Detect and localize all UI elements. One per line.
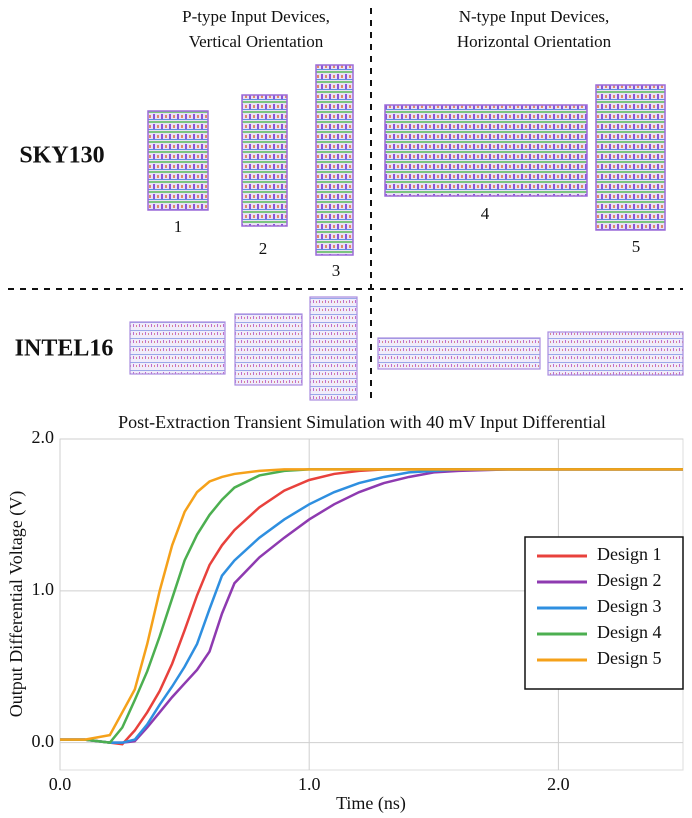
x-axis-label: Time (ns) — [336, 793, 406, 814]
column-header: Vertical Orientation — [189, 32, 324, 51]
x-tick-label: 2.0 — [547, 774, 570, 794]
layout-thumbnail — [548, 332, 683, 375]
column-header: P-type Input Devices, — [182, 7, 330, 26]
y-axis-label: Output Differential Voltage (V) — [6, 491, 27, 717]
legend-label: Design 3 — [597, 596, 662, 616]
design-number: 2 — [259, 239, 268, 258]
layout-panel: P-type Input Devices, Vertical Orientati… — [8, 7, 683, 400]
legend-label: Design 2 — [597, 570, 662, 590]
legend-label: Design 1 — [597, 544, 662, 564]
layout-thumbnail — [242, 95, 287, 226]
layout-thumbnail — [596, 85, 665, 230]
x-tick-label: 0.0 — [49, 774, 72, 794]
layout-thumbnail — [316, 65, 353, 255]
column-header: N-type Input Devices, — [459, 7, 610, 26]
layout-thumbnail — [378, 338, 540, 369]
y-tick-label: 2.0 — [32, 427, 55, 447]
design-number: 4 — [481, 204, 490, 223]
x-tick-label: 1.0 — [298, 774, 321, 794]
column-header: Horizontal Orientation — [457, 32, 612, 51]
legend-label: Design 5 — [597, 648, 662, 668]
figure: P-type Input Devices, Vertical Orientati… — [0, 0, 692, 818]
y-tick-label: 1.0 — [32, 579, 55, 599]
y-tick-label: 0.0 — [32, 731, 55, 751]
row-label: INTEL16 — [15, 336, 114, 362]
design-number: 5 — [632, 237, 641, 256]
row-label: SKY130 — [19, 143, 104, 169]
layout-thumbnail — [130, 322, 225, 374]
design-number: 3 — [332, 261, 341, 280]
layout-thumbnail — [235, 314, 302, 385]
chart-title: Post-Extraction Transient Simulation wit… — [118, 412, 606, 432]
design-number: 1 — [174, 217, 183, 236]
layout-thumbnail — [385, 105, 587, 196]
legend-label: Design 4 — [597, 622, 662, 642]
layout-thumbnail — [310, 297, 357, 400]
layout-thumbnail — [148, 111, 208, 210]
